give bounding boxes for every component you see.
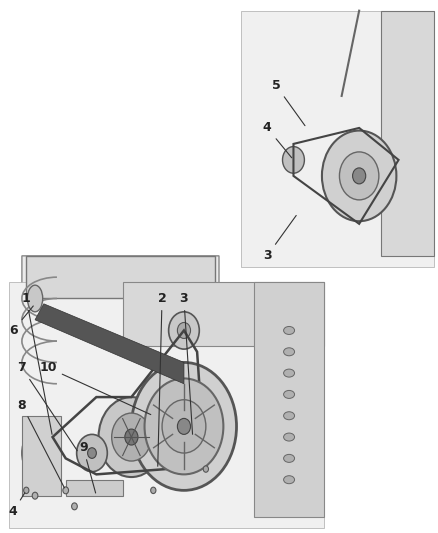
Ellipse shape	[72, 503, 77, 510]
Ellipse shape	[125, 429, 138, 445]
Ellipse shape	[203, 466, 208, 472]
Ellipse shape	[353, 168, 366, 184]
Ellipse shape	[284, 454, 295, 462]
Ellipse shape	[24, 487, 29, 494]
Ellipse shape	[184, 426, 201, 448]
Ellipse shape	[32, 492, 38, 499]
Polygon shape	[254, 282, 324, 517]
Ellipse shape	[284, 411, 295, 420]
FancyBboxPatch shape	[9, 282, 324, 528]
Ellipse shape	[162, 400, 206, 453]
Ellipse shape	[99, 397, 164, 477]
Polygon shape	[26, 256, 215, 298]
Ellipse shape	[284, 476, 295, 484]
Text: 1: 1	[22, 292, 52, 434]
Ellipse shape	[77, 434, 107, 472]
FancyBboxPatch shape	[241, 11, 434, 266]
Ellipse shape	[145, 378, 223, 474]
Text: 3: 3	[263, 215, 296, 262]
Text: 10: 10	[39, 361, 151, 415]
Ellipse shape	[284, 326, 295, 335]
Ellipse shape	[131, 362, 237, 490]
Text: 4: 4	[263, 122, 292, 158]
Ellipse shape	[63, 487, 68, 494]
Polygon shape	[22, 256, 219, 496]
Polygon shape	[381, 11, 434, 256]
Ellipse shape	[177, 322, 191, 338]
Ellipse shape	[88, 448, 96, 458]
Ellipse shape	[284, 369, 295, 377]
Ellipse shape	[27, 285, 42, 312]
Polygon shape	[22, 416, 61, 496]
Ellipse shape	[284, 433, 295, 441]
Ellipse shape	[284, 390, 295, 399]
Text: 5: 5	[272, 79, 305, 126]
Ellipse shape	[151, 487, 156, 494]
Ellipse shape	[322, 131, 396, 221]
Polygon shape	[66, 480, 123, 496]
Ellipse shape	[283, 147, 304, 173]
Polygon shape	[123, 282, 324, 346]
Ellipse shape	[339, 152, 379, 200]
Text: 4: 4	[9, 492, 25, 518]
Ellipse shape	[284, 348, 295, 356]
Text: 3: 3	[180, 292, 193, 434]
Text: 9: 9	[79, 441, 95, 493]
Text: 2: 2	[158, 292, 166, 466]
Ellipse shape	[169, 312, 199, 349]
Text: 7: 7	[18, 361, 77, 451]
Ellipse shape	[22, 432, 48, 474]
Text: 6: 6	[9, 306, 33, 337]
Ellipse shape	[112, 413, 151, 461]
Text: 8: 8	[18, 399, 64, 488]
Ellipse shape	[177, 418, 191, 434]
Polygon shape	[35, 304, 184, 384]
